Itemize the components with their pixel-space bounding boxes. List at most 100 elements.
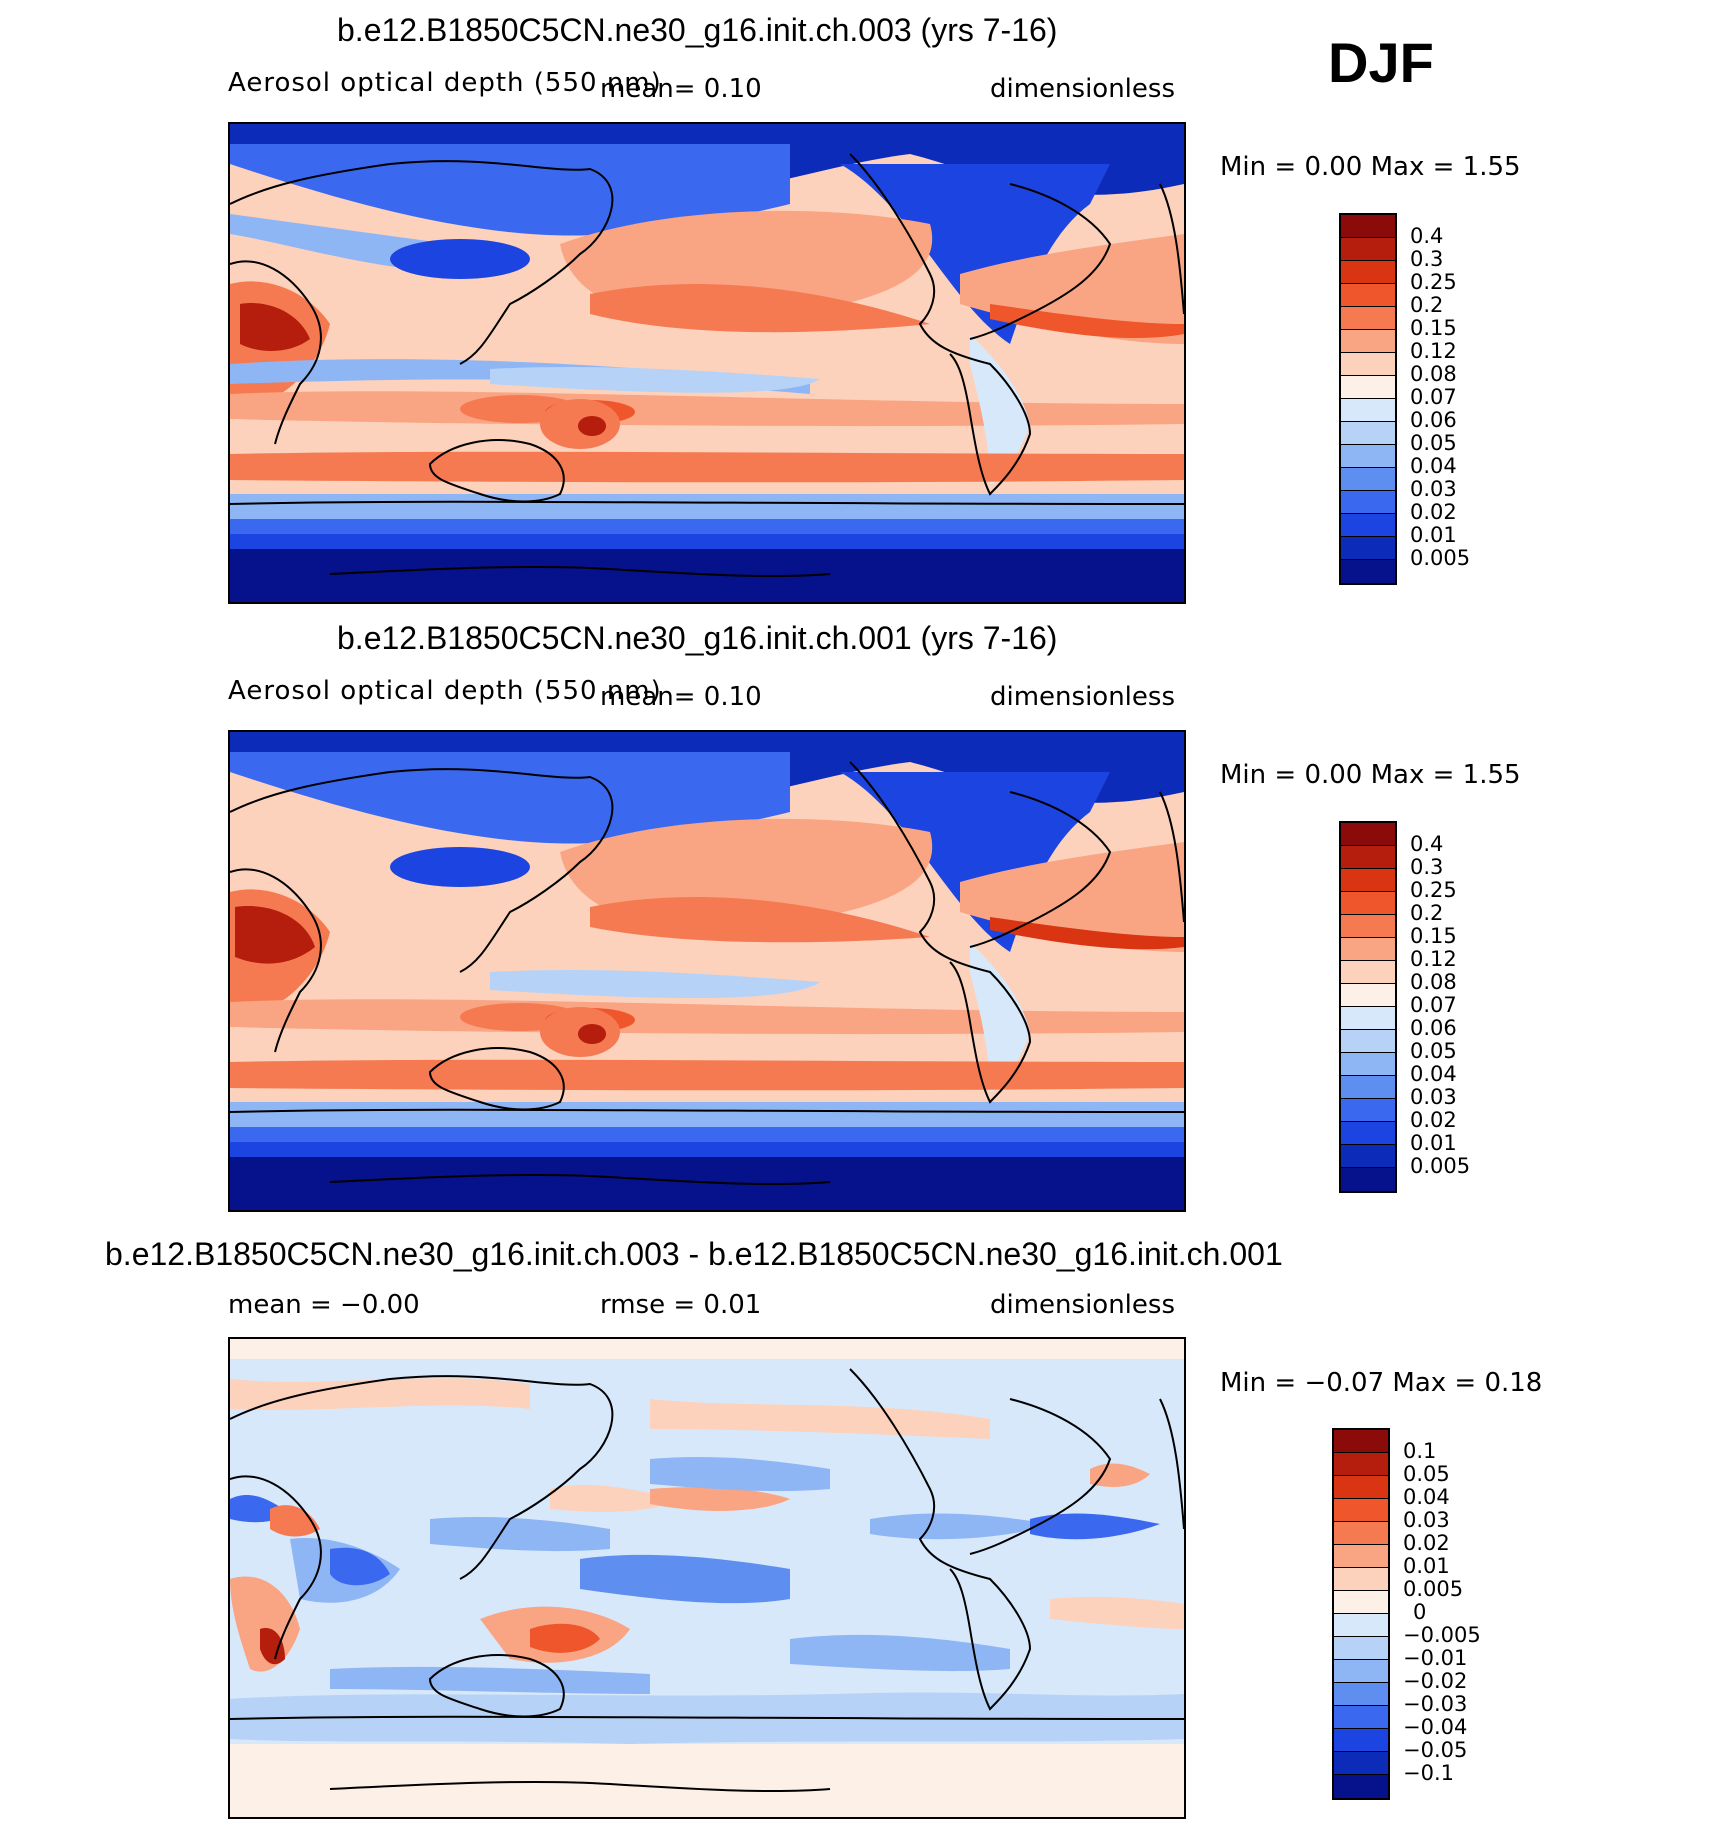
colorbar-label: 0.01: [1410, 523, 1457, 547]
panel-bottom-map: [228, 1337, 1186, 1819]
colorbar-label: 0.08: [1410, 970, 1457, 994]
colorbar-swatch: [1341, 869, 1395, 892]
colorbar-swatch: [1334, 1568, 1388, 1591]
colorbar-label: 0.4: [1410, 832, 1444, 856]
colorbar-label: 0.07: [1410, 993, 1457, 1017]
colorbar-label: −0.01: [1403, 1646, 1468, 1670]
colorbar-swatch: [1341, 823, 1395, 846]
panel-middle-colorbar: [1339, 821, 1397, 1193]
colorbar-label: 0.06: [1410, 408, 1457, 432]
colorbar-swatch: [1341, 215, 1395, 238]
colorbar-label: 0.05: [1403, 1462, 1450, 1486]
colorbar-label: 0.12: [1410, 947, 1457, 971]
colorbar-swatch: [1341, 938, 1395, 961]
colorbar-label: 0.02: [1410, 1108, 1457, 1132]
panel-top-variable: Aerosol optical depth (550 nm): [228, 68, 662, 98]
colorbar-swatch: [1334, 1545, 1388, 1568]
colorbar-label: 0.005: [1410, 1154, 1471, 1178]
colorbar-swatch: [1334, 1614, 1388, 1637]
colorbar-swatch: [1341, 961, 1395, 984]
colorbar-swatch: [1341, 1076, 1395, 1099]
colorbar-swatch: [1341, 491, 1395, 514]
colorbar-label: 0.08: [1410, 362, 1457, 386]
colorbar-label: 0.25: [1410, 878, 1457, 902]
colorbar-swatch: [1341, 1030, 1395, 1053]
panel-bottom-mean: mean = −0.00: [228, 1290, 420, 1320]
colorbar-swatch: [1334, 1729, 1388, 1752]
colorbar-label: 0.05: [1410, 1039, 1457, 1063]
colorbar-swatch: [1334, 1476, 1388, 1499]
colorbar-label: 0.005: [1403, 1577, 1464, 1601]
colorbar-swatch: [1334, 1683, 1388, 1706]
colorbar-label: −0.02: [1403, 1669, 1468, 1693]
colorbar-label: 0.03: [1410, 477, 1457, 501]
colorbar-label: 0.15: [1410, 924, 1457, 948]
colorbar-label: 0.07: [1410, 385, 1457, 409]
colorbar-label: 0.04: [1410, 1062, 1457, 1086]
colorbar-label: 0.3: [1410, 247, 1444, 271]
colorbar-swatch: [1334, 1660, 1388, 1683]
colorbar-label: 0.15: [1410, 316, 1457, 340]
season-label: DJF: [1328, 31, 1434, 94]
panel-top-units: dimensionless: [990, 74, 1175, 104]
colorbar-label: −0.03: [1403, 1692, 1468, 1716]
colorbar-swatch: [1334, 1752, 1388, 1775]
colorbar-label: 0.01: [1410, 1131, 1457, 1155]
colorbar-swatch: [1334, 1591, 1388, 1614]
colorbar-swatch: [1334, 1706, 1388, 1729]
colorbar-label: 0.03: [1403, 1508, 1450, 1532]
panel-bottom-units: dimensionless: [990, 1290, 1175, 1320]
panel-top-mean: mean= 0.10: [600, 74, 762, 104]
colorbar-swatch: [1341, 514, 1395, 537]
panel-bottom-rmse: rmse = 0.01: [600, 1290, 762, 1320]
colorbar-swatch: [1341, 376, 1395, 399]
panel-top-colorbar: [1339, 213, 1397, 585]
colorbar-swatch: [1341, 915, 1395, 938]
panel-middle-map: [228, 730, 1186, 1212]
colorbar-label: 0.25: [1410, 270, 1457, 294]
colorbar-swatch: [1341, 1099, 1395, 1122]
colorbar-label: 0.3: [1410, 855, 1444, 879]
panel-bottom-colorbar: [1332, 1428, 1390, 1800]
colorbar-swatch: [1341, 1145, 1395, 1168]
colorbar-swatch: [1334, 1637, 1388, 1660]
panel-middle-title: b.e12.B1850C5CN.ne30_g16.init.ch.001 (yr…: [337, 620, 1058, 656]
colorbar-label: 0.4: [1410, 224, 1444, 248]
colorbar-swatch: [1341, 468, 1395, 491]
colorbar-label: −0.05: [1403, 1738, 1468, 1762]
colorbar-swatch: [1341, 261, 1395, 284]
colorbar-label: 0.04: [1410, 454, 1457, 478]
panel-middle-mean: mean= 0.10: [600, 682, 762, 712]
panel-middle-variable: Aerosol optical depth (550 nm): [228, 676, 662, 706]
colorbar-label: 0.2: [1410, 293, 1444, 317]
colorbar-swatch: [1341, 284, 1395, 307]
panel-top-title: b.e12.B1850C5CN.ne30_g16.init.ch.003 (yr…: [337, 12, 1058, 48]
colorbar-label: 0: [1413, 1600, 1427, 1624]
panel-top-map: [228, 122, 1186, 604]
colorbar-swatch: [1334, 1522, 1388, 1545]
colorbar-label: −0.005: [1403, 1623, 1481, 1647]
colorbar-label: −0.04: [1403, 1715, 1468, 1739]
colorbar-label: 0.12: [1410, 339, 1457, 363]
colorbar-label: 0.1: [1403, 1439, 1437, 1463]
colorbar-label: 0.05: [1410, 431, 1457, 455]
colorbar-label: −0.1: [1403, 1761, 1454, 1785]
panel-middle-minmax: Min = 0.00 Max = 1.55: [1220, 760, 1521, 790]
panel-bottom-minmax: Min = −0.07 Max = 0.18: [1220, 1368, 1543, 1398]
colorbar-swatch: [1341, 307, 1395, 330]
colorbar-swatch: [1341, 892, 1395, 915]
colorbar-swatch: [1334, 1453, 1388, 1476]
colorbar-label: 0.02: [1410, 500, 1457, 524]
colorbar-swatch: [1341, 1168, 1395, 1191]
panel-bottom-title: b.e12.B1850C5CN.ne30_g16.init.ch.003 - b…: [105, 1236, 1283, 1272]
colorbar-swatch: [1341, 445, 1395, 468]
colorbar-label: 0.04: [1403, 1485, 1450, 1509]
panel-middle-units: dimensionless: [990, 682, 1175, 712]
colorbar-swatch: [1334, 1430, 1388, 1453]
colorbar-label: 0.005: [1410, 546, 1471, 570]
colorbar-swatch: [1334, 1775, 1388, 1798]
colorbar-swatch: [1341, 1053, 1395, 1076]
panel-top-minmax: Min = 0.00 Max = 1.55: [1220, 152, 1521, 182]
colorbar-swatch: [1341, 1007, 1395, 1030]
colorbar-swatch: [1341, 846, 1395, 869]
